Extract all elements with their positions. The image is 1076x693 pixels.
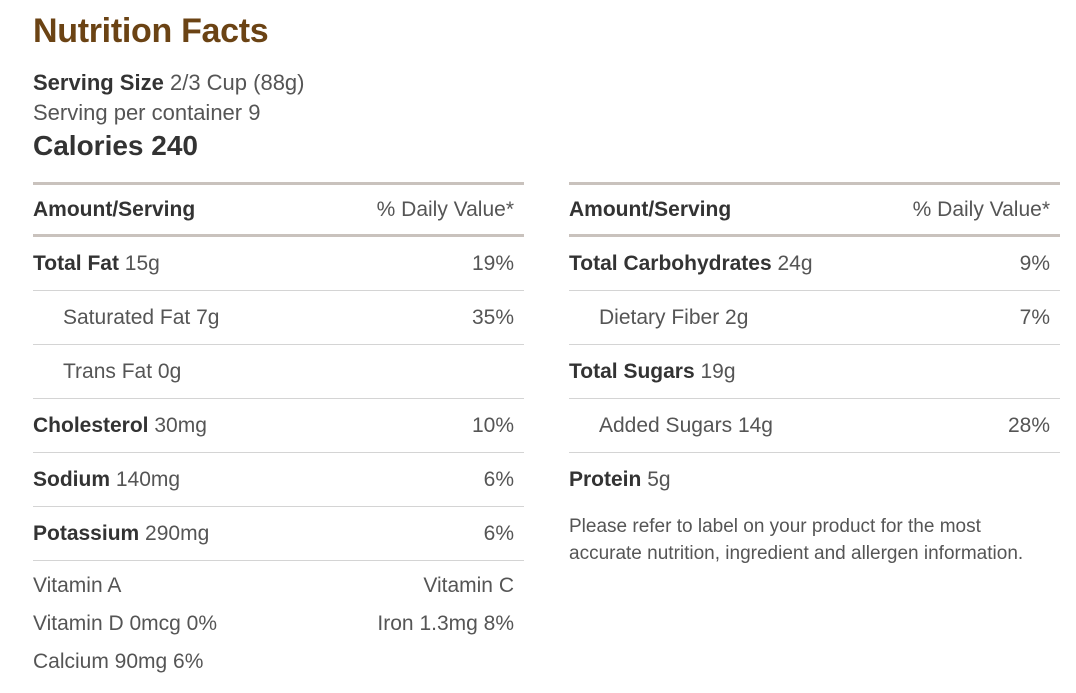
vitamin-row: Calcium 90mg 6%	[33, 643, 524, 681]
amount-serving-header: Amount/Serving	[569, 197, 732, 221]
nutrient-amount: 0g	[157, 359, 182, 383]
nutrient-row-trans-fat: Trans Fat 0g	[33, 345, 524, 399]
nutrient-row-total-carbohydrates: Total Carbohydrates 24g 9%	[569, 237, 1060, 291]
nutrient-percent: 7%	[1019, 305, 1050, 329]
nutrient-amount: 290mg	[145, 521, 210, 545]
nutrient-row-potassium: Potassium 290mg 6%	[33, 507, 524, 561]
nutrient-name: Dietary Fiber	[599, 305, 720, 329]
nutrient-name: Total Fat	[33, 251, 119, 275]
nutrient-amount: 2g	[725, 305, 749, 329]
disclaimer-note: Please refer to label on your product fo…	[569, 516, 1024, 564]
nutrient-percent: 10%	[471, 413, 514, 437]
serving-size: Serving Size 2/3 Cup (88g)	[33, 68, 305, 98]
nutrient-name: Protein	[569, 468, 642, 491]
servings-per-container: Serving per container 9	[33, 100, 261, 125]
nutrient-amount: 24g	[777, 251, 813, 275]
nutrient-percent: 35%	[471, 305, 514, 329]
nutrient-row-total-sugars: Total Sugars 19g	[569, 345, 1060, 399]
vitamin-row: Vitamin A Vitamin C	[33, 567, 524, 605]
nutrient-amount: 15g	[124, 251, 160, 275]
nutrient-amount: 5g	[647, 468, 671, 491]
vitamin-left: Vitamin A	[33, 574, 122, 597]
table-header: Amount/Serving % Daily Value*	[569, 182, 1060, 237]
nutrient-row-saturated-fat: Saturated Fat 7g 35%	[33, 291, 524, 345]
nutrient-percent: 6%	[483, 521, 514, 545]
nutrient-row-protein: Protein 5g	[569, 453, 1060, 507]
nutrient-amount: 14g	[737, 413, 773, 437]
nutrient-name: Saturated Fat	[63, 305, 191, 329]
nutrient-amount: 30mg	[154, 413, 207, 437]
nutrients-right-column: Amount/Serving % Daily Value* Total Carb…	[569, 182, 1060, 567]
vitamin-left: Calcium 90mg 6%	[33, 650, 204, 673]
calories: Calories 240	[33, 130, 198, 161]
nutrient-percent: 28%	[1007, 413, 1050, 437]
nutrient-row-sodium: Sodium 140mg 6%	[33, 453, 524, 507]
amount-serving-header: Amount/Serving	[33, 197, 196, 221]
nutrient-name: Added Sugars	[599, 413, 733, 437]
nutrient-percent: 6%	[483, 467, 514, 491]
nutrient-name: Total Carbohydrates	[569, 251, 772, 275]
nutrient-row-dietary-fiber: Dietary Fiber 2g 7%	[569, 291, 1060, 345]
vitamin-row: Vitamin D 0mcg 0% Iron 1.3mg 8%	[33, 605, 524, 643]
nutrient-amount: 140mg	[115, 467, 181, 491]
nutrient-name: Trans Fat	[63, 359, 153, 383]
page-title: Nutrition Facts	[33, 12, 269, 50]
serving-info: Serving Size 2/3 Cup (88g) Serving per c…	[33, 68, 305, 128]
nutrient-row-total-fat: Total Fat 15g 19%	[33, 237, 524, 291]
nutrient-row-cholesterol: Cholesterol 30mg 10%	[33, 399, 524, 453]
vitamin-right: Vitamin C	[423, 574, 514, 597]
serving-size-value: 2/3 Cup (88g)	[169, 70, 305, 95]
nutrient-percent: 19%	[471, 251, 514, 275]
daily-value-header: % Daily Value*	[912, 197, 1050, 221]
nutrient-row-added-sugars: Added Sugars 14g 28%	[569, 399, 1060, 453]
serving-size-label: Serving Size	[33, 70, 164, 95]
nutrient-name: Sodium	[33, 467, 110, 491]
nutrient-name: Cholesterol	[33, 413, 149, 437]
table-header: Amount/Serving % Daily Value*	[33, 182, 524, 237]
nutrient-percent: 9%	[1019, 251, 1050, 275]
daily-value-header: % Daily Value*	[376, 197, 514, 221]
nutrient-amount: 7g	[196, 305, 220, 329]
vitamin-right: Iron 1.3mg 8%	[377, 612, 514, 635]
nutrients-left-column: Amount/Serving % Daily Value* Total Fat …	[33, 182, 524, 681]
nutrient-name: Potassium	[33, 521, 140, 545]
nutrient-name: Total Sugars	[569, 359, 695, 383]
nutrient-amount: 19g	[700, 359, 736, 383]
vitamin-left: Vitamin D 0mcg 0%	[33, 612, 218, 635]
